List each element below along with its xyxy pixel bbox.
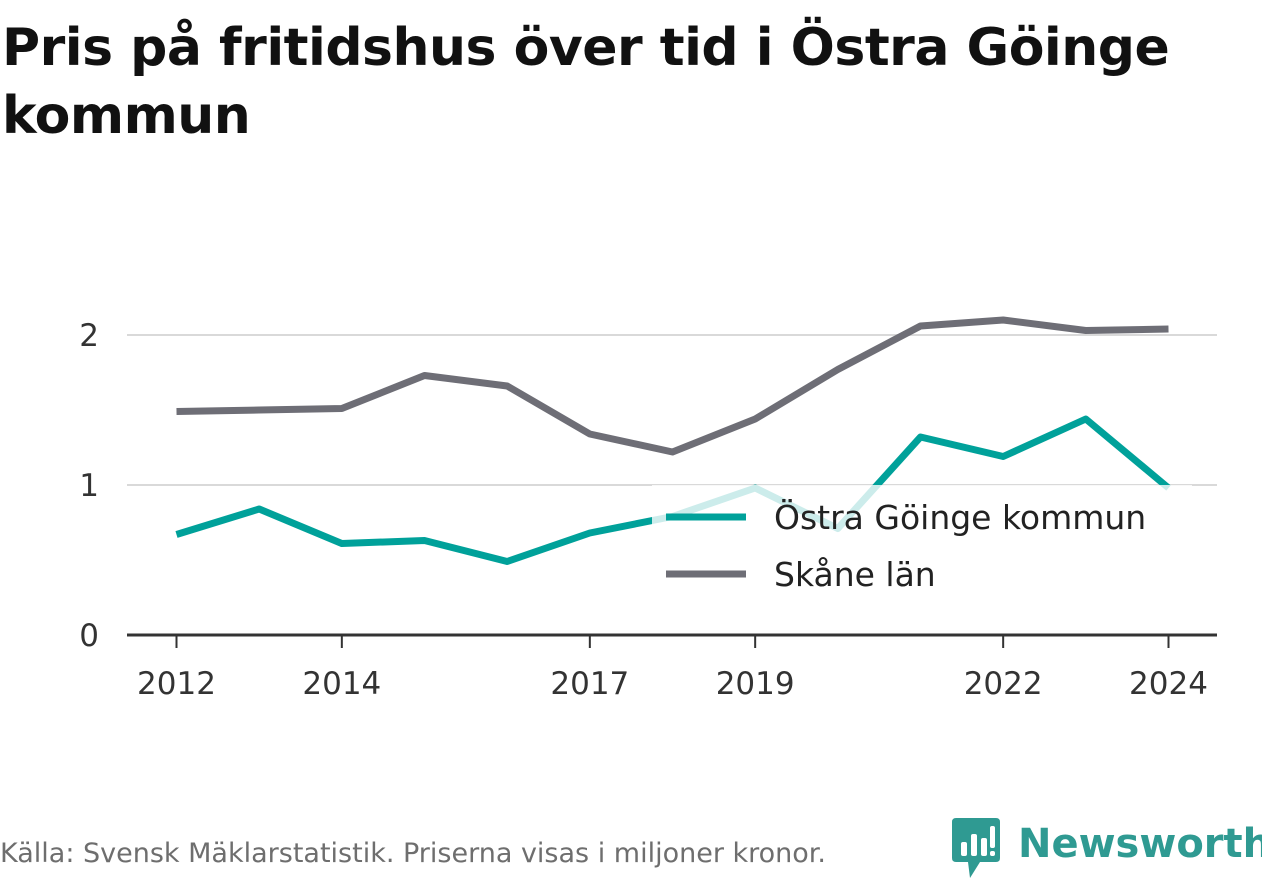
bar-chart-speech-bubble-icon [952, 818, 1000, 878]
chart-title: Pris på fritidshus över tid i Östra Göin… [2, 18, 1170, 146]
x-tick-label: 2022 [964, 666, 1043, 702]
legend: Östra Göinge kommun Skåne län [652, 485, 1192, 605]
x-tick-label: 2019 [716, 666, 795, 702]
x-tick-label: 2012 [137, 666, 216, 702]
source-note: Källa: Svensk Mäklarstatistik. Priserna … [0, 838, 827, 869]
y-tick-label: 1 [79, 468, 99, 504]
newsworthy-logo: Newsworthy [952, 818, 1262, 878]
y-tick-label: 0 [79, 618, 99, 654]
x-tick-label: 2017 [550, 666, 629, 702]
x-tick-label: 2014 [302, 666, 381, 702]
legend-label: Skåne län [774, 555, 936, 594]
legend-label: Östra Göinge kommun [774, 497, 1146, 537]
series-line-sk-ne-l-n [176, 316, 1169, 456]
y-tick-label: 2 [79, 318, 99, 354]
x-axis: 2012 2014 2017 2019 2022 2024 [127, 633, 1217, 702]
legend-background [652, 485, 1192, 605]
x-tick-label: 2024 [1129, 666, 1208, 702]
logo-text: Newsworthy [1018, 821, 1262, 867]
